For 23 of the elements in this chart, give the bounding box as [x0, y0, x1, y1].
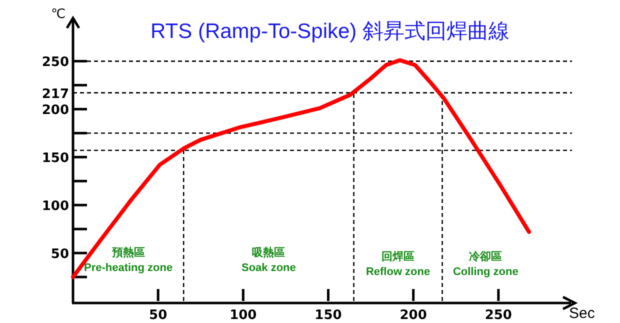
- x-tick-label: 250: [484, 308, 512, 323]
- annotation: 吸熱區: [252, 246, 286, 259]
- annotation: Pre-heating zone: [84, 262, 173, 274]
- annotation: Reflow zone: [366, 266, 430, 278]
- y-axis-title: ℃: [51, 7, 66, 22]
- y-tick-label: 150: [42, 151, 69, 166]
- annotation: 回焊區: [382, 250, 415, 263]
- y-tick-label: 217: [42, 86, 69, 102]
- x-tick-label: 150: [314, 308, 342, 323]
- y-tick-label: 250: [42, 55, 69, 70]
- annotation: 冷卻區: [469, 250, 502, 263]
- x-tick-label: 100: [230, 308, 257, 323]
- chart-title: RTS (Ramp-To-Spike) 斜昇式回焊曲線: [150, 20, 510, 43]
- line-series: [71, 58, 532, 280]
- annotation: Colling zone: [452, 266, 518, 278]
- annotation: 預熱區: [110, 246, 145, 259]
- y-tick-label: 100: [42, 199, 69, 214]
- x-tick-label: 50: [149, 308, 168, 323]
- y-tick-label: 50: [50, 247, 69, 262]
- y-tick-label: 200: [42, 103, 69, 118]
- x-axis-title: Sec: [569, 305, 596, 322]
- x-tick-label: 200: [400, 308, 427, 323]
- annotation: Soak zone: [241, 262, 296, 274]
